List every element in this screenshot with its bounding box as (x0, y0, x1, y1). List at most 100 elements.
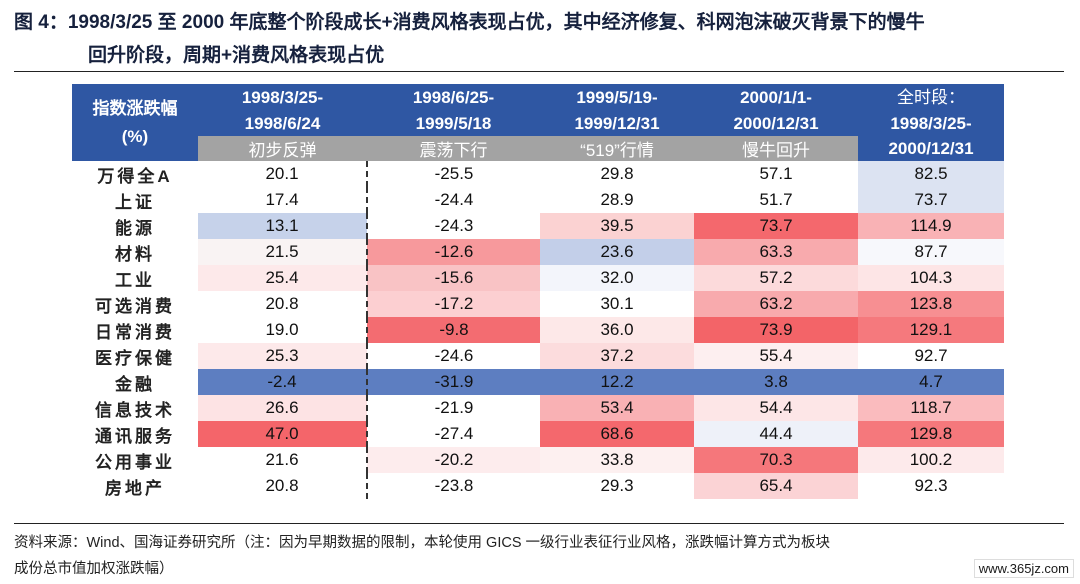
source-note-line-1: 资料来源：Wind、国海证券研究所（注：因为早期数据的限制，本轮使用 GICS … (14, 535, 831, 551)
value-cell: 114.9 (858, 213, 1004, 239)
value-cell: 25.3 (198, 343, 368, 369)
period-all-range-1: 全时段： (858, 84, 1004, 110)
value-cell: 4.7 (858, 369, 1004, 395)
value-cell: 53.4 (540, 395, 694, 421)
source-note-line-2: 成份总市值加权涨跌幅） (14, 561, 174, 577)
title-line-1: 图 4：1998/3/25 至 2000 年底整个阶段成长+消费风格表现占优，其… (14, 12, 925, 33)
value-cell: 68.6 (540, 421, 694, 447)
period-all-phase: 2000/12/31 (858, 136, 1004, 161)
value-cell: 28.9 (540, 187, 694, 213)
value-cell: 20.8 (198, 473, 368, 499)
value-cell: 20.8 (198, 291, 368, 317)
value-cell: 51.7 (694, 187, 858, 213)
value-cell: 54.4 (694, 395, 858, 421)
value-cell: 65.4 (694, 473, 858, 499)
row-label: 工业 (115, 270, 155, 290)
value-cell: 100.2 (858, 447, 1004, 473)
value-cell: 92.7 (858, 343, 1004, 369)
table-row: 金融 -2.4 -31.9 12.2 3.8 4.7 (72, 369, 1004, 395)
watermark: www.365jz.com (973, 559, 1074, 578)
period-1-range-1: 1998/3/25- (198, 84, 367, 110)
period-4-phase: 慢牛回升 (694, 136, 858, 161)
corner-label: 指数涨跌幅 (92, 98, 178, 118)
period-2-phase: 震荡下行 (367, 136, 540, 161)
value-cell: 70.3 (694, 447, 858, 473)
corner-unit: (%) (121, 126, 149, 146)
value-cell: 17.4 (198, 187, 368, 213)
value-cell: 25.4 (198, 265, 368, 291)
value-cell: 87.7 (858, 239, 1004, 265)
value-cell: 104.3 (858, 265, 1004, 291)
value-cell: 13.1 (198, 213, 368, 239)
row-label: 公用事业 (95, 452, 175, 472)
table-row: 房地产 20.8 -23.8 29.3 65.4 92.3 (72, 473, 1004, 499)
bottom-rule (14, 523, 1064, 524)
period-1-phase: 初步反弹 (198, 136, 367, 161)
table-row: 万得全A 20.1 -25.5 29.8 57.1 82.5 (72, 161, 1004, 187)
value-cell: 3.8 (694, 369, 858, 395)
row-label: 日常消费 (95, 322, 175, 342)
row-label: 金融 (115, 374, 155, 394)
value-cell: -25.5 (367, 161, 540, 187)
value-cell: 20.1 (198, 161, 368, 187)
value-cell: -24.4 (367, 187, 540, 213)
value-cell: -24.6 (367, 343, 540, 369)
value-cell: 129.1 (858, 317, 1004, 343)
value-cell: -31.9 (367, 369, 540, 395)
table-row: 上证 17.4 -24.4 28.9 51.7 73.7 (72, 187, 1004, 213)
value-cell: -2.4 (198, 369, 368, 395)
value-cell: 55.4 (694, 343, 858, 369)
value-cell: 23.6 (540, 239, 694, 265)
table-row: 工业 25.4 -15.6 32.0 57.2 104.3 (72, 265, 1004, 291)
row-label: 万得全A (97, 166, 173, 186)
value-cell: 63.2 (694, 291, 858, 317)
row-label: 能源 (115, 218, 155, 238)
value-cell: 123.8 (858, 291, 1004, 317)
value-cell: -20.2 (367, 447, 540, 473)
period-4-range-2: 2000/12/31 (694, 110, 858, 136)
value-cell: 21.5 (198, 239, 368, 265)
value-cell: 92.3 (858, 473, 1004, 499)
period-2-range-2: 1999/5/18 (367, 110, 540, 136)
value-cell: 37.2 (540, 343, 694, 369)
row-label: 通讯服务 (95, 426, 175, 446)
period-1-range-2: 1998/6/24 (198, 110, 367, 136)
value-cell: 32.0 (540, 265, 694, 291)
value-cell: 29.3 (540, 473, 694, 499)
value-cell: 63.3 (694, 239, 858, 265)
value-cell: 33.8 (540, 447, 694, 473)
value-cell: -27.4 (367, 421, 540, 447)
title-line-2: 回升阶段，周期+消费风格表现占优 (88, 45, 385, 66)
table-row: 信息技术 26.6 -21.9 53.4 54.4 118.7 (72, 395, 1004, 421)
row-label: 信息技术 (95, 400, 175, 420)
value-cell: 12.2 (540, 369, 694, 395)
period-3-phase: “519”行情 (540, 136, 694, 161)
row-label: 可选消费 (95, 296, 175, 316)
row-label: 医疗保健 (95, 348, 175, 368)
value-cell: -15.6 (367, 265, 540, 291)
value-cell: 57.2 (694, 265, 858, 291)
period-all-range-2: 1998/3/25- (858, 110, 1004, 136)
value-cell: 21.6 (198, 447, 368, 473)
value-cell: -21.9 (367, 395, 540, 421)
value-cell: -23.8 (367, 473, 540, 499)
table-row: 公用事业 21.6 -20.2 33.8 70.3 100.2 (72, 447, 1004, 473)
table-row: 医疗保健 25.3 -24.6 37.2 55.4 92.7 (72, 343, 1004, 369)
value-cell: 30.1 (540, 291, 694, 317)
corner-header: 指数涨跌幅 (%) (72, 84, 198, 161)
value-cell: 73.9 (694, 317, 858, 343)
value-cell: 44.4 (694, 421, 858, 447)
figure-title: 图 4：1998/3/25 至 2000 年底整个阶段成长+消费风格表现占优，其… (14, 6, 1064, 72)
value-cell: -24.3 (367, 213, 540, 239)
table-row: 能源 13.1 -24.3 39.5 73.7 114.9 (72, 213, 1004, 239)
table-row: 可选消费 20.8 -17.2 30.1 63.2 123.8 (72, 291, 1004, 317)
value-cell: 39.5 (540, 213, 694, 239)
performance-table: 指数涨跌幅 (%) 1998/3/25- 1998/6/25- 1999/5/1… (72, 84, 1004, 499)
value-cell: -12.6 (367, 239, 540, 265)
value-cell: 82.5 (858, 161, 1004, 187)
period-4-range-1: 2000/1/1- (694, 84, 858, 110)
period-2-range-1: 1998/6/25- (367, 84, 540, 110)
top-rule (14, 71, 1064, 72)
value-cell: -9.8 (367, 317, 540, 343)
value-cell: 73.7 (858, 187, 1004, 213)
